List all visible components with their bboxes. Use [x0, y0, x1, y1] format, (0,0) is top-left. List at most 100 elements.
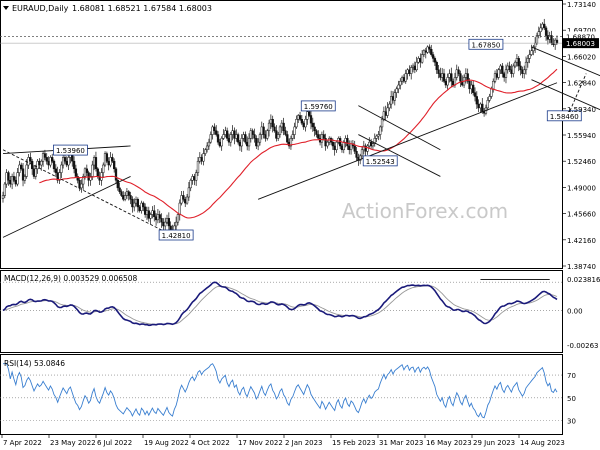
candle-body [512, 65, 515, 74]
candle-body [5, 172, 8, 185]
candle-body [379, 126, 382, 135]
candle-body [338, 138, 342, 147]
candle-body [100, 172, 103, 181]
watermark: ActionForex.com [342, 199, 508, 223]
candle-body [204, 149, 207, 154]
candle-body [482, 111, 486, 114]
candle-body [247, 138, 251, 147]
candle-body [29, 157, 32, 162]
pivot-label-box [546, 110, 582, 122]
candle-body [21, 168, 25, 181]
candle-body [402, 77, 406, 82]
candle-body [102, 164, 105, 173]
candle-body [129, 195, 132, 200]
pivot-label: 1.58460 [550, 113, 579, 121]
candle-body [302, 122, 305, 128]
candle-body [227, 138, 231, 143]
candle-body [320, 134, 324, 143]
candle-body [437, 69, 440, 74]
candle-body [185, 196, 189, 204]
candle-body [366, 145, 369, 152]
rsi-layer [0, 363, 562, 421]
candle-body [519, 65, 522, 71]
candle-body [488, 96, 491, 101]
candle-body [442, 73, 446, 82]
candle-body [231, 130, 234, 135]
rsi-title: RSI(14) 53.0846 [4, 359, 65, 368]
candle-body [105, 153, 109, 162]
candle-body [202, 153, 205, 162]
candle-body [269, 119, 273, 124]
moving-average-line [39, 68, 558, 219]
candle-body [12, 176, 16, 181]
candle-body [506, 65, 509, 71]
candle-body [441, 73, 444, 78]
candle-body [457, 69, 460, 74]
candle-body [468, 80, 471, 90]
candle-body [145, 210, 149, 215]
candle-body [530, 50, 533, 55]
candle-body [315, 130, 318, 135]
price-tick-label: 1.59340 [567, 106, 596, 114]
symbol-label: EURAUD,Daily [12, 4, 69, 13]
candle-body [433, 58, 437, 63]
candle-body [533, 42, 537, 48]
candle-body [393, 92, 396, 101]
candle-body [213, 126, 216, 131]
candle-body [3, 183, 6, 196]
candle-body [309, 115, 313, 124]
candle-body [380, 119, 384, 128]
candle-body [499, 65, 502, 71]
candle-body [233, 130, 236, 139]
candle-body [424, 50, 427, 53]
x-tick-label: 15 Feb 2023 [332, 439, 376, 447]
candle-body [271, 119, 274, 128]
candle-body [147, 210, 150, 219]
candle-body [191, 176, 194, 181]
candle-body [60, 164, 63, 173]
candle-body [74, 168, 78, 177]
candle-body [51, 157, 54, 162]
candle-body [238, 141, 242, 147]
candle-body [138, 206, 141, 211]
candle-body [280, 122, 283, 128]
candle-body [267, 122, 271, 131]
candle-body [49, 157, 52, 166]
candle-body [76, 176, 79, 181]
x-tick-label: 4 Oct 2022 [191, 439, 230, 447]
candle-body [311, 122, 314, 128]
candle-body [513, 61, 517, 67]
pivot-label-box [158, 229, 194, 241]
candle-body [544, 27, 548, 36]
candle-body [291, 134, 294, 139]
candle-body [193, 176, 196, 181]
candle-body [410, 67, 413, 74]
candle-body [486, 100, 489, 109]
candle-body [1, 195, 5, 199]
candle-body [38, 160, 41, 166]
candle-body [109, 157, 112, 166]
candle-body [340, 145, 344, 151]
candle-body [10, 176, 14, 185]
macd-line [2, 281, 558, 327]
x-tick-label: 6 Jul 2022 [97, 439, 132, 447]
candle-body [400, 77, 404, 82]
candle-body [404, 73, 407, 82]
candle-body [118, 187, 121, 192]
candle-body [258, 134, 262, 143]
candle-body [246, 141, 249, 147]
candle-body [103, 153, 107, 166]
candle-body [431, 54, 435, 59]
candle-body [451, 80, 455, 86]
candle-body [260, 126, 263, 135]
candle-body [353, 145, 356, 152]
candle-body [515, 58, 519, 63]
candle-body [211, 126, 214, 135]
candle-body [428, 46, 431, 50]
pivot-label: 1.59760 [304, 103, 333, 111]
candle-body [195, 172, 198, 181]
macd-tick-label: 0.023816 [567, 276, 600, 284]
candle-body [492, 80, 495, 90]
candle-body [495, 73, 499, 78]
candle-body [346, 138, 349, 147]
